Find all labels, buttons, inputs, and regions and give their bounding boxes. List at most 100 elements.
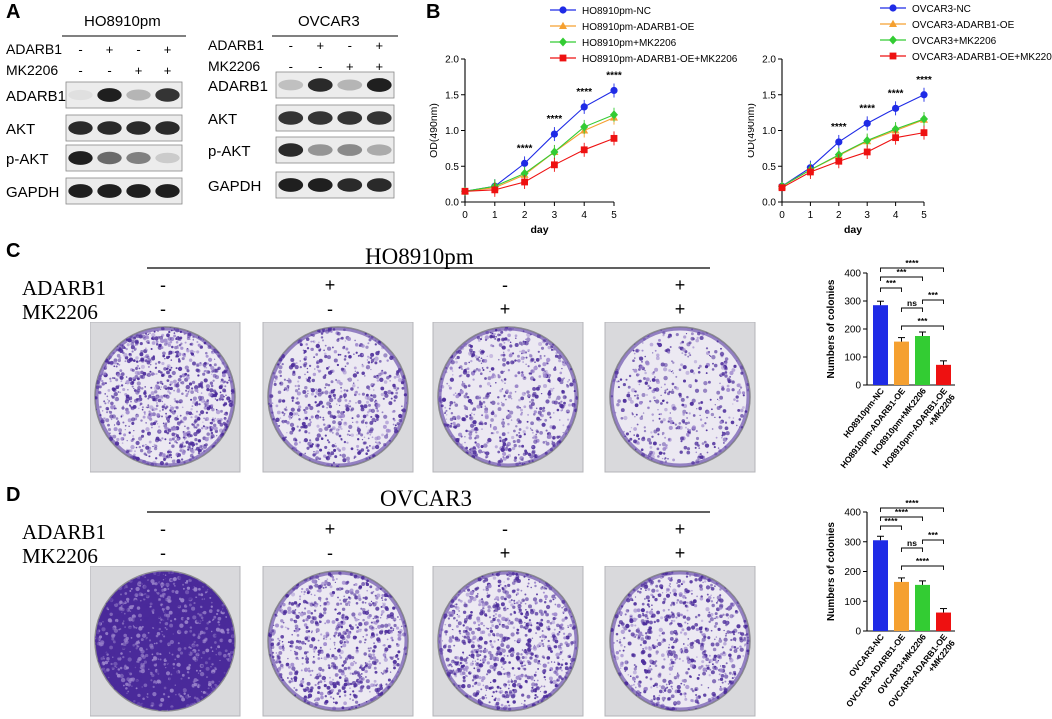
condition-sign: + <box>500 543 511 563</box>
legend-label: OVCAR3-NC <box>912 4 971 15</box>
condition-sign: + <box>346 59 354 74</box>
condition-sign: + <box>316 38 324 53</box>
data-point <box>520 168 529 178</box>
data-point <box>835 138 843 146</box>
comparison-bracket <box>880 276 923 281</box>
condition-sign: - <box>107 63 111 78</box>
protein-band <box>155 88 180 102</box>
data-point <box>580 122 589 132</box>
condition-row-label: ADARB1 <box>6 41 62 57</box>
data-point <box>559 6 567 14</box>
colony-plates-c <box>90 322 756 473</box>
bar <box>873 305 888 385</box>
colony-plate <box>90 566 241 717</box>
data-point <box>892 134 899 142</box>
condition-row-label: MK2206 <box>208 58 260 74</box>
growth-curve-ho8910pm: 0.0 0.5 1.0 1.5 2.0 0 1 2 3 4 5 day OD(490nm) HO8910p… <box>428 6 738 236</box>
blot-label: ADARB1 <box>6 88 66 105</box>
significance-label: **** <box>916 75 932 86</box>
x-axis-label: day <box>530 224 548 236</box>
comparison-bracket <box>880 267 944 272</box>
data-point <box>892 104 900 112</box>
blot-label: ADARB1 <box>208 78 268 95</box>
bar <box>936 364 951 385</box>
data-point <box>889 19 897 27</box>
x-tick-label: 1 <box>492 210 498 221</box>
y-axis-label: Numbers of colonies <box>826 279 837 378</box>
data-point <box>891 124 900 134</box>
data-point <box>610 110 618 120</box>
panel-label-d: D <box>6 484 21 506</box>
data-point <box>920 91 928 99</box>
condition-sign: + <box>675 275 686 295</box>
colony-plate <box>432 322 584 473</box>
bar <box>873 540 888 631</box>
data-point <box>461 187 469 195</box>
condition-row-label: MK2206 <box>22 300 98 324</box>
plate-rim <box>268 327 408 467</box>
comparison-bracket <box>880 507 944 512</box>
plate-dish <box>267 570 409 712</box>
y-tick-label: 2.0 <box>762 55 776 66</box>
data-point <box>521 159 529 167</box>
protein-band <box>155 152 180 164</box>
colony-plate <box>90 322 241 473</box>
condition-sign: - <box>327 299 333 319</box>
cell-line-label: OVCAR3 <box>298 13 360 30</box>
protein-band <box>366 111 392 125</box>
protein-band <box>97 121 122 135</box>
data-point <box>521 178 528 186</box>
data-point <box>559 37 567 47</box>
comparison-bracket <box>880 516 923 521</box>
colony-dots <box>438 571 578 711</box>
condition-sign: - <box>502 275 508 295</box>
comparison-label: ns <box>907 538 917 548</box>
western-blot-ovcar3: OVCAR3 ADARB1 - + - + MK2206 - - + + ADARB1 AKT p-AKT… <box>208 13 398 199</box>
protein-band <box>337 144 363 156</box>
series-line <box>781 94 925 187</box>
panel-label-a: A <box>6 1 21 23</box>
plate-dish <box>609 570 751 712</box>
protein-band <box>155 121 180 135</box>
plate-rim <box>95 571 235 711</box>
protein-band <box>97 88 122 102</box>
comparison-label: *** <box>897 267 908 277</box>
colony-plate <box>432 566 584 717</box>
comparison-label: *** <box>886 278 897 288</box>
blot-label: AKT <box>208 111 237 128</box>
significance-label: **** <box>517 143 533 154</box>
x-tick-label: 4 <box>893 210 899 221</box>
protein-band <box>366 178 392 192</box>
significance-label: **** <box>888 88 904 99</box>
condition-row-label: ADARB1 <box>22 520 106 544</box>
protein-band <box>126 152 151 164</box>
blot-label: AKT <box>6 121 35 138</box>
colony-dots <box>95 571 235 711</box>
data-point <box>610 86 618 95</box>
data-point <box>580 103 588 111</box>
x-tick-label: 5 <box>921 210 927 221</box>
data-point <box>889 35 897 45</box>
y-tick-label: 0 <box>855 381 861 392</box>
data-point <box>559 54 567 62</box>
condition-sign: - <box>318 59 322 74</box>
colony-title-ho8910pm: HO8910pm <box>365 244 474 269</box>
series-line <box>781 118 925 187</box>
y-tick-label: 300 <box>844 537 861 548</box>
protein-band <box>307 144 333 156</box>
series-line <box>781 132 925 189</box>
x-tick-label: 1 <box>808 210 814 221</box>
protein-band <box>97 184 122 198</box>
data-point <box>920 114 928 124</box>
comparison-label: *** <box>928 530 939 540</box>
data-point <box>580 146 588 154</box>
y-tick-label: 200 <box>844 325 861 336</box>
condition-sign: + <box>675 519 686 539</box>
condition-sign: + <box>500 299 511 319</box>
y-tick-label: 1.5 <box>445 90 459 101</box>
significance-label: **** <box>576 87 592 98</box>
protein-band <box>337 111 363 125</box>
y-tick-label: 0.0 <box>762 198 776 209</box>
